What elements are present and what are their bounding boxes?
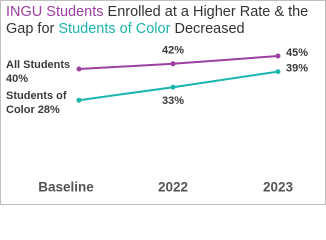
series-name: All Students	[6, 59, 71, 71]
value-label: 28%	[37, 104, 60, 117]
value-label: 40%	[6, 73, 29, 85]
plot: Baseline 2022 2023 42% 45% 33% 39%	[38, 45, 308, 195]
point	[170, 84, 176, 90]
point	[275, 69, 281, 75]
point	[76, 97, 82, 103]
title-part: INGU Students	[6, 4, 104, 20]
value-label: 45%	[286, 47, 308, 59]
series-label: Students of Color 28%	[6, 89, 72, 117]
series-line	[78, 55, 279, 70]
x-tick-label: Baseline	[38, 180, 94, 195]
x-tick-label: 2023	[263, 180, 294, 195]
title-part: Decreased	[174, 21, 245, 37]
title-part: Enrolled at a Higher Rate & the Gap for	[6, 4, 309, 37]
series-name: Students of Color	[6, 90, 67, 117]
value-label: 42%	[162, 45, 184, 57]
point	[275, 53, 281, 59]
chart-title: INGU Students Enrolled at a Higher Rate …	[6, 4, 322, 38]
value-label: 39%	[286, 63, 308, 75]
point	[170, 61, 176, 67]
point	[76, 66, 82, 72]
value-label: 33%	[162, 95, 184, 107]
x-tick-label: 2022	[158, 180, 188, 195]
chart: Baseline 2022 2023 42% 45% 33% 39% INGU Studen…	[0, 0, 326, 205]
title-part: Students of Color	[58, 21, 171, 37]
series-label: All Students 40%	[6, 58, 72, 86]
